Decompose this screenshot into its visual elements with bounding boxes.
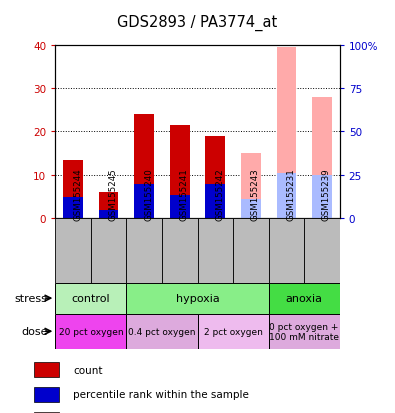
Text: 2 pct oxygen: 2 pct oxygen (203, 327, 263, 336)
Bar (162, 219, 198, 283)
Bar (55, 219, 91, 283)
Text: percentile rank within the sample: percentile rank within the sample (73, 389, 249, 399)
Text: count: count (73, 365, 103, 375)
Bar (34, 387, 59, 401)
Bar (134, 115, 154, 219)
Bar (312, 97, 332, 219)
Bar (63, 160, 83, 219)
Bar (198, 314, 269, 349)
Bar (269, 283, 340, 314)
Bar (126, 314, 198, 349)
Bar (205, 136, 225, 219)
Text: GSM155245: GSM155245 (109, 168, 118, 221)
Text: GSM155244: GSM155244 (73, 168, 82, 221)
Bar (134, 184, 154, 219)
Bar (55, 283, 126, 314)
Bar (198, 219, 233, 283)
Text: anoxia: anoxia (286, 293, 323, 304)
Bar (34, 412, 59, 413)
Text: GSM155231: GSM155231 (286, 168, 295, 221)
Bar (99, 193, 118, 219)
Bar (304, 219, 340, 283)
Text: control: control (71, 293, 110, 304)
Bar (241, 154, 261, 219)
Text: GSM155240: GSM155240 (144, 168, 153, 221)
Bar (312, 176, 332, 219)
Text: GSM155241: GSM155241 (180, 168, 189, 221)
Text: GSM155242: GSM155242 (215, 168, 224, 221)
Bar (241, 199, 261, 219)
Bar (63, 197, 83, 219)
Bar (99, 210, 118, 219)
Text: GDS2893 / PA3774_at: GDS2893 / PA3774_at (117, 14, 278, 31)
Text: hypoxia: hypoxia (176, 293, 219, 304)
Text: dose: dose (21, 326, 47, 337)
Bar (170, 195, 190, 219)
Bar (276, 47, 296, 219)
Bar (126, 283, 269, 314)
Bar (269, 314, 340, 349)
Text: GSM155243: GSM155243 (251, 168, 260, 221)
Text: 20 pct oxygen: 20 pct oxygen (58, 327, 123, 336)
Bar (126, 219, 162, 283)
Text: stress: stress (15, 293, 47, 304)
Bar (233, 219, 269, 283)
Bar (269, 219, 304, 283)
Bar (55, 314, 126, 349)
Text: 0.4 pct oxygen: 0.4 pct oxygen (128, 327, 196, 336)
Text: 0 pct oxygen +
100 mM nitrate: 0 pct oxygen + 100 mM nitrate (269, 322, 339, 341)
Bar (205, 184, 225, 219)
Bar (34, 363, 59, 377)
Bar (276, 173, 296, 219)
Bar (170, 126, 190, 219)
Text: GSM155239: GSM155239 (322, 169, 331, 221)
Bar (91, 219, 126, 283)
